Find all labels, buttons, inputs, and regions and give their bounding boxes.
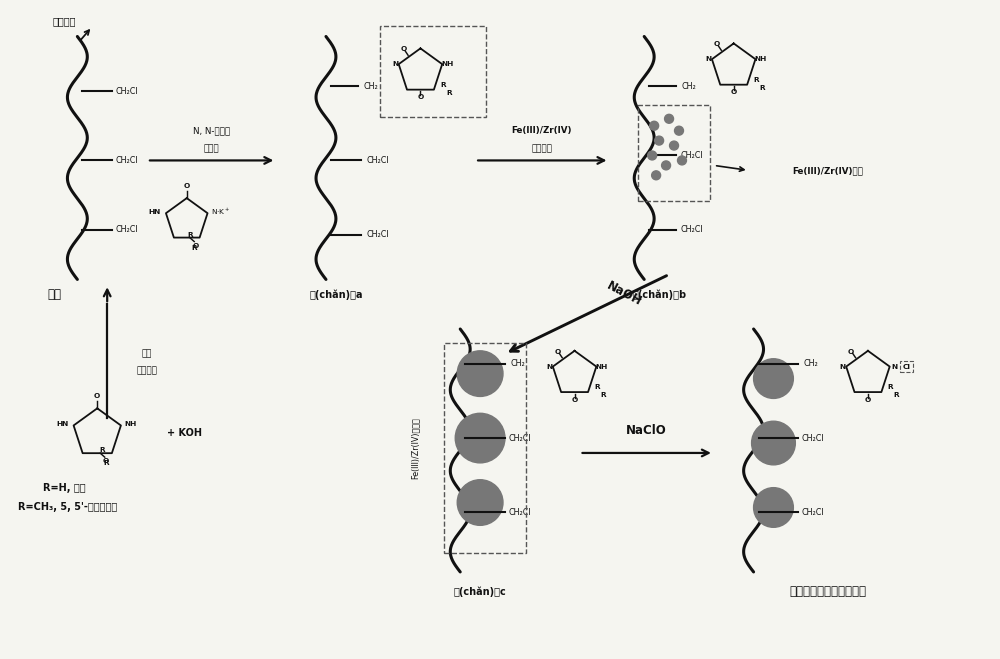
Text: N: N	[392, 61, 398, 67]
Text: NH: NH	[442, 61, 454, 67]
Text: NaClO: NaClO	[626, 424, 667, 437]
Text: 氯球: 氯球	[48, 288, 62, 301]
Text: 可溶性鹽: 可溶性鹽	[531, 144, 552, 153]
Text: NH: NH	[124, 422, 136, 428]
Text: O: O	[193, 243, 199, 248]
Circle shape	[662, 161, 671, 170]
Text: 產(chǎn)物c: 產(chǎn)物c	[454, 587, 506, 597]
Text: 氧化樹脂基納米復合材料: 氧化樹脂基納米復合材料	[790, 585, 867, 598]
Text: R=H, 海因: R=H, 海因	[43, 482, 85, 493]
Circle shape	[665, 114, 674, 123]
Text: O: O	[184, 183, 190, 189]
Text: R: R	[440, 82, 446, 88]
Text: N, N-二甲基: N, N-二甲基	[193, 126, 230, 135]
Text: O: O	[417, 94, 424, 100]
Circle shape	[670, 141, 679, 150]
Text: R: R	[103, 460, 109, 466]
Text: 乙醇: 乙醇	[142, 349, 152, 358]
Circle shape	[652, 171, 661, 180]
Circle shape	[754, 488, 793, 527]
Text: O: O	[848, 349, 854, 355]
Text: NH: NH	[755, 56, 767, 62]
Text: 沸騰回流: 沸騰回流	[136, 366, 157, 375]
Text: O: O	[731, 89, 737, 95]
Text: Fe(III)/Zr(IV)離子: Fe(III)/Zr(IV)離子	[793, 166, 864, 175]
Circle shape	[457, 351, 503, 397]
Text: CH₂Cl: CH₂Cl	[509, 508, 531, 517]
Text: CH₂Cl: CH₂Cl	[802, 508, 825, 517]
Text: 聚苯乙烯: 聚苯乙烯	[52, 16, 76, 26]
Circle shape	[675, 127, 683, 135]
Text: CH₂: CH₂	[804, 359, 819, 368]
Text: CH₂Cl: CH₂Cl	[116, 156, 138, 165]
Circle shape	[655, 136, 664, 145]
Text: R: R	[753, 76, 759, 83]
Text: 產(chǎn)物b: 產(chǎn)物b	[632, 289, 686, 300]
Text: CH₂Cl: CH₂Cl	[366, 230, 389, 239]
Text: NaOH: NaOH	[605, 279, 644, 309]
Text: Fe(III)/Zr(IV)氧化物: Fe(III)/Zr(IV)氧化物	[411, 417, 420, 479]
Text: O: O	[103, 458, 109, 464]
Text: CH₂: CH₂	[363, 82, 378, 90]
Text: 甲酰胺: 甲酰胺	[204, 144, 219, 153]
Text: R: R	[893, 392, 899, 398]
Text: R=CH₃, 5, 5'-二甲基海因: R=CH₃, 5, 5'-二甲基海因	[18, 502, 117, 513]
Text: + KOH: + KOH	[167, 428, 202, 438]
Text: CH₂: CH₂	[511, 359, 525, 368]
Text: R: R	[759, 84, 765, 91]
Circle shape	[752, 421, 795, 465]
Text: CH₂Cl: CH₂Cl	[802, 434, 825, 443]
Text: HN: HN	[149, 209, 161, 215]
Text: R: R	[594, 384, 600, 390]
Text: N: N	[891, 364, 897, 370]
Text: O: O	[571, 397, 578, 403]
Text: CH₂: CH₂	[682, 82, 696, 90]
Text: O: O	[555, 349, 561, 355]
Text: N: N	[840, 364, 846, 370]
Circle shape	[648, 151, 657, 160]
Circle shape	[678, 156, 686, 165]
Text: R: R	[99, 447, 105, 453]
Text: CH₂Cl: CH₂Cl	[366, 156, 389, 165]
Text: N: N	[705, 56, 712, 62]
Text: O: O	[400, 46, 407, 52]
Text: R: R	[191, 244, 197, 250]
Circle shape	[754, 358, 793, 399]
Text: Fe(III)/Zr(IV): Fe(III)/Zr(IV)	[512, 126, 572, 135]
Circle shape	[650, 121, 659, 130]
Text: R: R	[187, 231, 193, 238]
Text: Cl: Cl	[903, 364, 911, 370]
Text: O: O	[865, 397, 871, 403]
Text: CH₂Cl: CH₂Cl	[681, 225, 703, 235]
Text: CH₂Cl: CH₂Cl	[116, 225, 138, 235]
Text: CH₂Cl: CH₂Cl	[509, 434, 531, 443]
Text: 產(chǎn)物a: 產(chǎn)物a	[309, 289, 363, 300]
Text: CH₂Cl: CH₂Cl	[116, 86, 138, 96]
Circle shape	[455, 413, 505, 463]
Text: CH₂Cl: CH₂Cl	[681, 151, 703, 160]
Text: N: N	[546, 364, 552, 370]
Circle shape	[457, 480, 503, 525]
Text: R: R	[888, 384, 893, 390]
Text: O: O	[714, 42, 720, 47]
Text: R: R	[600, 392, 606, 398]
Text: HN: HN	[56, 422, 69, 428]
Text: O: O	[94, 393, 100, 399]
Text: R: R	[446, 90, 452, 96]
Text: NH: NH	[596, 364, 608, 370]
Text: N·K$^+$: N·K$^+$	[211, 207, 230, 217]
